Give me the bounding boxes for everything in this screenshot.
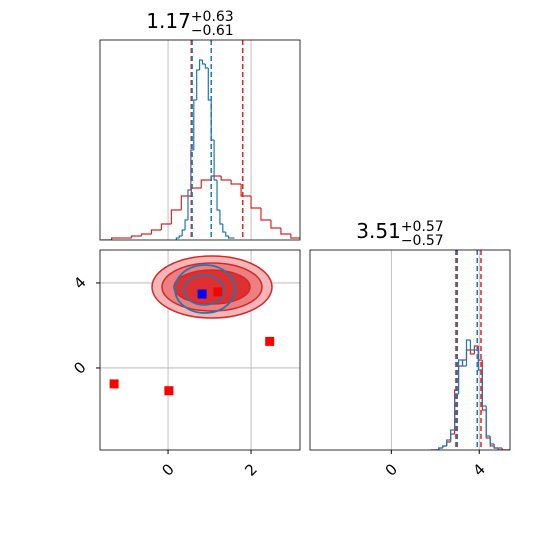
histogram-step: [469, 350, 475, 355]
panel: 1.17+0.63 −0.61: [99, 9, 301, 241]
histogram-step: [180, 195, 192, 210]
histogram-step: [446, 439, 451, 446]
histogram-step: [225, 232, 229, 237]
point: [197, 289, 207, 299]
title-upper: +0.63: [191, 9, 234, 25]
y-tick-label: 4: [70, 273, 89, 292]
histogram-step: [461, 360, 467, 367]
contour: [183, 274, 225, 306]
histogram-step: [457, 359, 463, 394]
histogram-step: [270, 220, 281, 229]
histogram-step: [481, 370, 487, 407]
histogram-step: [485, 406, 491, 437]
point: [109, 379, 119, 389]
histogram-step: [219, 210, 223, 225]
histogram-step: [250, 196, 261, 209]
plot-area: [101, 40, 300, 240]
panel-title: 3.51+0.57 −0.57: [356, 219, 443, 249]
histogram-step: [465, 339, 471, 366]
histogram-step: [181, 229, 186, 236]
histogram-step: [450, 429, 455, 440]
histogram-step: [198, 59, 203, 70]
contour: [174, 264, 236, 314]
panel: 0 4 0 2: [70, 249, 301, 480]
point: [164, 386, 174, 396]
histogram-step: [184, 219, 188, 230]
point: [213, 287, 223, 297]
histogram-step: [442, 445, 447, 448]
title-lower: −0.61: [191, 23, 234, 39]
histogram-step: [220, 176, 232, 181]
histogram-step: [130, 235, 142, 238]
density-contours: [151, 255, 273, 319]
histogram-step: [213, 140, 218, 181]
histogram-step: [260, 208, 271, 221]
histogram-step: [204, 64, 209, 69]
histogram-step: [187, 189, 191, 220]
histogram-step: [216, 180, 220, 211]
histogram-step: [175, 237, 180, 240]
x-tick-label: 4: [469, 460, 488, 479]
panel-title: 1.17+0.63 −0.61: [146, 9, 233, 39]
histogram-step: [230, 180, 242, 185]
histogram-step: [240, 184, 252, 197]
histogram-step: [170, 209, 182, 224]
histogram-step: [290, 234, 300, 239]
axes-frame: [99, 249, 301, 451]
title-value: 3.51: [356, 219, 401, 243]
histogram-step: [201, 60, 206, 65]
contour: [173, 269, 251, 305]
point: [265, 336, 275, 346]
histogram-step: [280, 228, 291, 235]
panel: 3.51+0.57 −0.57 0 4: [309, 219, 511, 480]
x-tick-label: 0: [382, 460, 401, 479]
x-tick-label: 0: [158, 460, 177, 479]
histogram-step: [489, 436, 495, 445]
axes-frame: [309, 249, 511, 451]
histogram-step: [200, 179, 212, 188]
title-value: 1.17: [146, 9, 191, 33]
histogram-step: [497, 448, 503, 450]
histogram-step: [469, 340, 475, 351]
histogram-step: [222, 224, 226, 233]
histogram-step: [196, 69, 200, 100]
histogram-step: [140, 233, 152, 236]
y-tick-label: 0: [70, 358, 89, 377]
histogram-step: [438, 447, 443, 450]
histogram-step: [207, 68, 212, 101]
plot-area: [109, 255, 275, 396]
histogram-step: [150, 229, 162, 234]
histogram-step: [501, 448, 507, 450]
plot-area: [430, 250, 510, 450]
histogram-step: [160, 223, 172, 230]
histogram-step: [228, 236, 232, 239]
title-lower: −0.57: [401, 233, 444, 249]
histogram-step: [493, 444, 499, 449]
histogram-step: [111, 237, 122, 240]
histogram-step: [193, 99, 197, 150]
x-tick-label: 2: [241, 460, 260, 479]
histogram-step: [178, 235, 183, 238]
axes-frame: [99, 39, 301, 241]
title-upper: +0.57: [401, 219, 444, 235]
